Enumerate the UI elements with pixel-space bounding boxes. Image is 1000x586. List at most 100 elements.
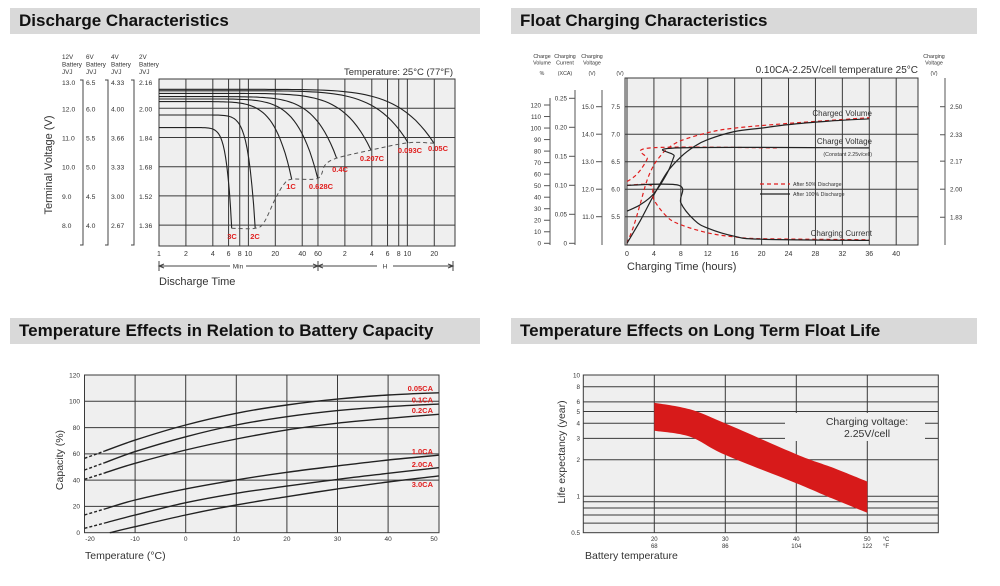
capacity-curve-2.0CA: [104, 467, 439, 524]
extrapolated-segment: [84, 472, 105, 481]
x-tick-label: 4: [211, 251, 215, 258]
charging-voltage-annotation: Charging voltage:: [826, 416, 908, 428]
x-axis-label: Charging Time (hours): [627, 261, 736, 273]
celsius-unit: °C: [883, 537, 890, 543]
y-axis-header: JVJ: [62, 69, 73, 76]
x-tick-label: 0: [625, 251, 629, 258]
discharge-curve-0.207C: [159, 92, 372, 151]
x-tick-label: 8: [397, 251, 401, 258]
float-charging-chart: 0 4 8 12 16 20 24 28 32 36 40 0 10 20 30 40 50 60 70 80 90 10…: [530, 54, 962, 273]
y-axis-header: JVJ: [111, 69, 122, 76]
y-tick-label: 9.0: [62, 194, 72, 201]
rate-label: 0.4C: [332, 165, 348, 174]
y-tick-label: 40: [73, 477, 81, 484]
y-axis-label: Terminal Voltage (V): [43, 115, 55, 214]
y-tick-label: 2.16: [139, 80, 152, 87]
rate-label: 2C: [250, 232, 260, 241]
volume-axis-header: Charge: [533, 54, 550, 60]
y-tick-label: 3.66: [111, 136, 124, 143]
rate-label: 3.0CA: [412, 480, 434, 489]
cell-voltage-tick-label: 1.83: [950, 215, 963, 222]
y-axis-header: Battery: [111, 62, 132, 69]
extrapolated-segment: [84, 462, 105, 471]
y-tick-label: 5.0: [86, 165, 96, 172]
y-tick-label: 1.36: [139, 223, 152, 230]
rate-label: 1C: [286, 182, 296, 191]
x-tick-celsius: 30: [722, 537, 729, 543]
annotation-box: [785, 413, 925, 441]
y-tick-label: 80: [73, 425, 81, 432]
plot-area: [158, 78, 456, 247]
rate-label: 0.207C: [360, 154, 385, 163]
life-expectancy-band: [654, 402, 868, 513]
extrapolated-segment: [84, 508, 105, 516]
volume-tick-label: 90: [534, 137, 542, 144]
x-tick-label: 50: [430, 536, 438, 543]
y-axis-bracket: [105, 79, 109, 246]
cutoff-voltage-curve: [231, 141, 435, 230]
x-tick-label: 40: [384, 536, 392, 543]
x-axis-label: Discharge Time: [159, 276, 235, 288]
volume-tick-label: 40: [534, 195, 542, 202]
volume-axis-header: Volume: [533, 61, 551, 67]
voltage-tick-label: 15.0: [582, 104, 595, 111]
cell-voltage-axis-header: Charging: [923, 54, 945, 60]
y-tick-label: 1: [576, 494, 580, 501]
x-tick-label: 4: [652, 251, 656, 258]
y-axis-header: 4V: [111, 54, 120, 61]
y-tick-label: 6.5: [86, 80, 96, 87]
x-tick-label: 24: [785, 251, 793, 258]
y-tick-label: 4.33: [111, 80, 124, 87]
y-tick-label: 0: [76, 530, 80, 537]
charge-voltage-note: (Constant 2.25v/cell): [823, 152, 872, 158]
y-tick-label: 20: [73, 504, 81, 511]
range-label-bg: [230, 262, 246, 270]
volume-tick-label: 70: [534, 160, 542, 167]
charge-voltage-label: Charge Voltage: [817, 137, 873, 146]
y-tick-label: 1.68: [139, 165, 152, 172]
discharge-curve-3C: [159, 127, 233, 229]
discharge-curve-0.4C: [159, 96, 338, 159]
y-axis-header: Battery: [86, 62, 107, 69]
y-axis-header: 6V: [86, 54, 95, 61]
float-life-panel-header: Temperature Effects on Long Term Float L…: [511, 318, 977, 344]
rate-label: 0.2CA: [412, 406, 434, 415]
y-tick-label: 10.0: [62, 165, 75, 172]
range-label: Min: [233, 264, 244, 271]
y-tick-label: 6.0: [86, 106, 96, 113]
volume-tick-label: 120: [530, 102, 541, 109]
y-axis-bracket: [131, 79, 135, 246]
x-tick-label: 0: [184, 536, 188, 543]
x-tick-label: 6: [386, 251, 390, 258]
x-tick-fahrenheit: 86: [722, 544, 729, 550]
voltage-6v-tick-label: 5.5: [611, 214, 620, 221]
capacity-curve-0.2CA: [104, 413, 439, 474]
rate-label: 3C: [227, 232, 237, 241]
y-tick-label: 4.00: [111, 106, 124, 113]
y-tick-label: 10: [573, 372, 581, 379]
cell-voltage-axis-header: (V): [930, 71, 937, 77]
y-tick-label: 13.0: [62, 80, 75, 87]
charged-volume-label: Charged Volume: [812, 109, 872, 118]
range-label: H: [383, 264, 388, 271]
y-tick-label: 3: [576, 436, 580, 443]
x-tick-label: 8: [679, 251, 683, 258]
current-curve: [626, 183, 870, 241]
y-tick-label: 4: [576, 421, 580, 428]
x-tick-label: 2: [184, 251, 188, 258]
x-tick-label: 1: [157, 251, 161, 258]
volume-tick-label: 80: [534, 148, 542, 155]
x-tick-label: 6: [227, 251, 231, 258]
x-tick-label: -10: [130, 536, 140, 543]
y-tick-label: 120: [69, 372, 80, 379]
x-tick-label: 20: [758, 251, 766, 258]
legend-label: After 50% Discharge: [793, 182, 842, 188]
volume-tick-label: 10: [534, 229, 542, 236]
voltage-6v-tick-label: 7.5: [611, 104, 620, 111]
y-tick-label: 3.33: [111, 165, 124, 172]
x-tick-label: 20: [271, 251, 279, 258]
y-axis-header: 2V: [139, 54, 148, 61]
x-tick-fahrenheit: 68: [651, 544, 658, 550]
charging-current-label: Charging Current: [811, 229, 873, 238]
voltage-6v-tick-label: 6.0: [611, 187, 620, 194]
